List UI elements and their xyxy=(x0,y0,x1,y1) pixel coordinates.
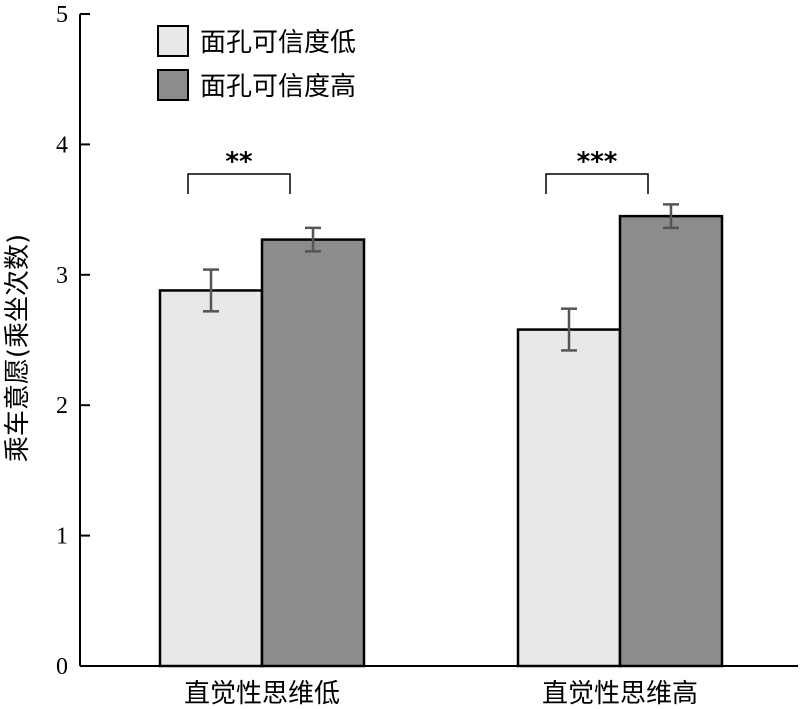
significance-bracket: ** xyxy=(187,147,291,194)
y-axis-label: 乘车意愿(乘坐次数) xyxy=(3,234,33,462)
error-bar xyxy=(203,268,219,313)
error-bar xyxy=(663,203,679,230)
legend-label: 面孔可信度低 xyxy=(200,28,356,58)
x-tick-label: 直觉性思维低 xyxy=(184,679,340,709)
bar-high-trust xyxy=(618,214,724,668)
bars xyxy=(158,214,724,668)
y-tick-label: 5 xyxy=(56,2,68,28)
y-tick-label: 3 xyxy=(56,263,68,289)
y-tick-label: 1 xyxy=(56,524,68,550)
error-bars xyxy=(203,203,679,352)
y-tick-label: 4 xyxy=(56,132,68,158)
significance-brackets: ** *** xyxy=(187,147,649,194)
significance-bracket: *** xyxy=(545,147,649,194)
y-tick-label: 2 xyxy=(56,393,68,419)
significance-label: *** xyxy=(577,147,618,177)
x-tick-label: 直觉性思维高 xyxy=(542,679,698,709)
legend-swatch xyxy=(157,25,189,57)
legend-label: 面孔可信度高 xyxy=(200,72,356,102)
significance-label: ** xyxy=(225,147,253,177)
legend-swatch xyxy=(157,69,189,101)
bar-low-trust xyxy=(516,328,622,668)
bar-high-trust xyxy=(260,238,366,668)
error-bar xyxy=(305,226,321,253)
bar-low-trust xyxy=(158,289,264,668)
error-bar xyxy=(561,307,577,352)
y-ticks: 0 1 2 3 4 5 xyxy=(56,2,90,680)
category-labels: 直觉性思维低 直觉性思维高 xyxy=(184,679,698,709)
y-tick-label: 0 xyxy=(56,654,68,680)
